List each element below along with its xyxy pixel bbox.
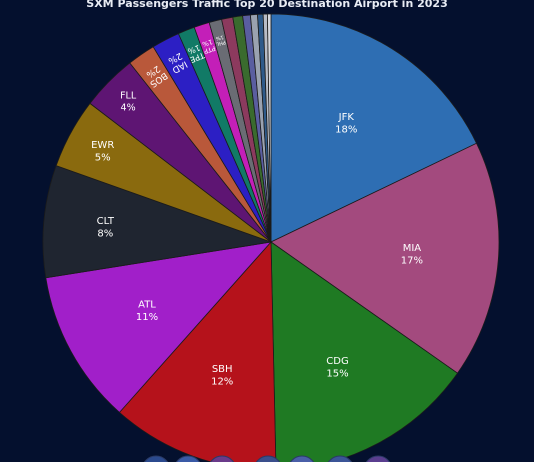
globe-icon[interactable] [174,455,202,462]
chart-title: SXM Passengers Traffic Top 20 Destinatio… [86,0,448,10]
slice-label-atl: ATL 11% [136,299,158,323]
slice-label-ptp: PTP1% [201,37,217,55]
globe-icon[interactable] [254,455,282,462]
slice-label-fll: FLL 4% [120,91,137,114]
slice-label-phl: PHL1% [214,33,226,47]
slice-label-clt: CLT 8% [97,216,115,240]
globe-icon[interactable] [288,455,316,462]
pie-slices [42,13,500,462]
pie-slice-atl[interactable] [45,241,273,413]
slice-label-jfk: JFK 18% [335,112,357,136]
pie-slice-minor-19[interactable] [267,13,272,243]
pie-slice-sbh[interactable] [118,240,277,462]
pie-slice-jfk[interactable] [270,13,478,243]
slice-label-ewr: EWR 5% [91,140,114,164]
bottom-icon-row [142,455,392,462]
slice-label-sbh: SBH 12% [211,364,233,388]
slice-label-cdg: CDG 15% [326,356,348,380]
pie-slice-cdg[interactable] [270,241,459,462]
pie-slice-mia[interactable] [270,142,500,374]
pie-labels: JFK 18% MIA 17% CDG 15% SBH 12% ATL 11% CLT 8% EWR 5%… [91,33,423,388]
slice-label-mia: MIA 17% [401,243,423,267]
pie-slice-clt[interactable] [42,165,272,279]
globe-icon[interactable] [142,455,170,462]
globe-icon[interactable] [364,455,392,462]
globe-icon[interactable] [208,455,236,462]
globe-icon[interactable] [326,455,354,462]
